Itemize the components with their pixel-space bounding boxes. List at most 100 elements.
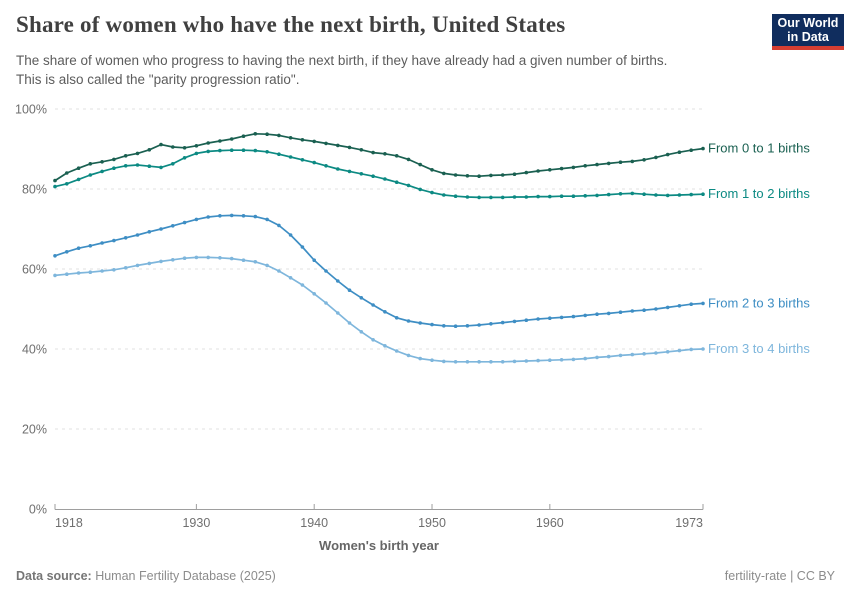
series-point[interactable] xyxy=(112,268,116,272)
series-point[interactable] xyxy=(689,302,693,307)
series-point[interactable] xyxy=(677,193,682,197)
series-point[interactable] xyxy=(100,169,104,174)
series-point[interactable] xyxy=(229,256,234,261)
series-point[interactable] xyxy=(453,324,458,329)
series-point[interactable] xyxy=(689,347,693,352)
series-point[interactable] xyxy=(559,358,564,362)
series-point[interactable] xyxy=(218,214,222,218)
series-point[interactable] xyxy=(394,349,399,353)
series-point[interactable] xyxy=(253,214,258,219)
series-point[interactable] xyxy=(371,174,375,178)
series-point[interactable] xyxy=(524,318,529,323)
series-point[interactable] xyxy=(312,139,317,144)
series-point[interactable] xyxy=(571,357,576,362)
series-point[interactable] xyxy=(147,230,152,234)
series-point[interactable] xyxy=(512,172,517,176)
series-line-0[interactable] xyxy=(54,132,704,182)
series-point[interactable] xyxy=(65,272,69,277)
series-point[interactable] xyxy=(253,260,258,264)
series-point[interactable] xyxy=(53,184,57,189)
series-point[interactable] xyxy=(371,150,375,155)
series-point[interactable] xyxy=(159,227,163,231)
series-point[interactable] xyxy=(654,193,658,197)
series-point[interactable] xyxy=(465,195,470,199)
series-point[interactable] xyxy=(300,158,305,162)
series-point[interactable] xyxy=(559,194,564,198)
series-point[interactable] xyxy=(123,154,128,158)
series-point[interactable] xyxy=(241,134,246,138)
series-point[interactable] xyxy=(277,223,281,228)
series-point[interactable] xyxy=(206,215,210,219)
series-point[interactable] xyxy=(288,136,293,140)
series-point[interactable] xyxy=(406,183,411,188)
series-point[interactable] xyxy=(630,159,635,164)
series-point[interactable] xyxy=(548,358,552,363)
series-point[interactable] xyxy=(135,151,140,156)
series-point[interactable] xyxy=(206,149,210,154)
series-point[interactable] xyxy=(182,220,187,225)
series-point[interactable] xyxy=(159,165,163,170)
series-point[interactable] xyxy=(571,314,576,319)
series-point[interactable] xyxy=(371,338,375,342)
series-point[interactable] xyxy=(53,273,57,278)
series-point[interactable] xyxy=(194,255,199,260)
series-point[interactable] xyxy=(76,246,81,250)
series-point[interactable] xyxy=(524,195,529,199)
series-label-2[interactable]: From 2 to 3 births xyxy=(708,295,810,310)
series-point[interactable] xyxy=(536,169,540,173)
series-point[interactable] xyxy=(147,261,152,266)
series-point[interactable] xyxy=(359,172,364,176)
series-point[interactable] xyxy=(100,269,104,273)
series-point[interactable] xyxy=(229,137,234,141)
series-line-1[interactable] xyxy=(54,149,704,199)
series-point[interactable] xyxy=(689,192,693,197)
series-point[interactable] xyxy=(229,148,234,152)
series-point[interactable] xyxy=(182,146,187,150)
series-point[interactable] xyxy=(123,236,128,240)
series-point[interactable] xyxy=(595,312,599,317)
series-point[interactable] xyxy=(418,187,423,192)
series-point[interactable] xyxy=(100,160,104,164)
series-point[interactable] xyxy=(642,308,646,313)
series-point[interactable] xyxy=(371,303,375,307)
series-point[interactable] xyxy=(265,217,269,222)
series-point[interactable] xyxy=(418,162,423,167)
series-point[interactable] xyxy=(430,190,434,195)
series-point[interactable] xyxy=(500,173,505,177)
series-point[interactable] xyxy=(701,146,705,151)
series-point[interactable] xyxy=(418,356,423,361)
series-point[interactable] xyxy=(265,132,269,136)
series-point[interactable] xyxy=(76,271,81,275)
series-point[interactable] xyxy=(677,348,682,353)
series-point[interactable] xyxy=(229,213,234,218)
series-point[interactable] xyxy=(359,148,364,152)
series-point[interactable] xyxy=(218,148,222,153)
series-point[interactable] xyxy=(324,164,328,168)
series-point[interactable] xyxy=(53,178,57,183)
series-point[interactable] xyxy=(453,360,458,364)
series-point[interactable] xyxy=(430,358,434,363)
series-point[interactable] xyxy=(583,356,587,361)
series-point[interactable] xyxy=(536,194,540,199)
series-point[interactable] xyxy=(265,150,269,154)
series-point[interactable] xyxy=(406,319,411,323)
series-point[interactable] xyxy=(182,256,187,261)
series-point[interactable] xyxy=(701,192,705,196)
series-point[interactable] xyxy=(171,224,175,228)
series-point[interactable] xyxy=(489,360,493,364)
series-point[interactable] xyxy=(347,145,352,150)
series-point[interactable] xyxy=(312,258,317,263)
series-point[interactable] xyxy=(548,168,552,172)
series-point[interactable] xyxy=(359,296,364,300)
series-point[interactable] xyxy=(182,156,187,160)
series-point[interactable] xyxy=(123,164,128,168)
series-point[interactable] xyxy=(336,311,340,315)
series-point[interactable] xyxy=(88,173,93,177)
series-point[interactable] xyxy=(324,301,328,305)
series-point[interactable] xyxy=(288,276,293,280)
series-point[interactable] xyxy=(642,158,646,162)
series-point[interactable] xyxy=(88,162,93,166)
series-point[interactable] xyxy=(112,238,116,243)
series-point[interactable] xyxy=(489,195,493,200)
series-point[interactable] xyxy=(359,330,364,334)
